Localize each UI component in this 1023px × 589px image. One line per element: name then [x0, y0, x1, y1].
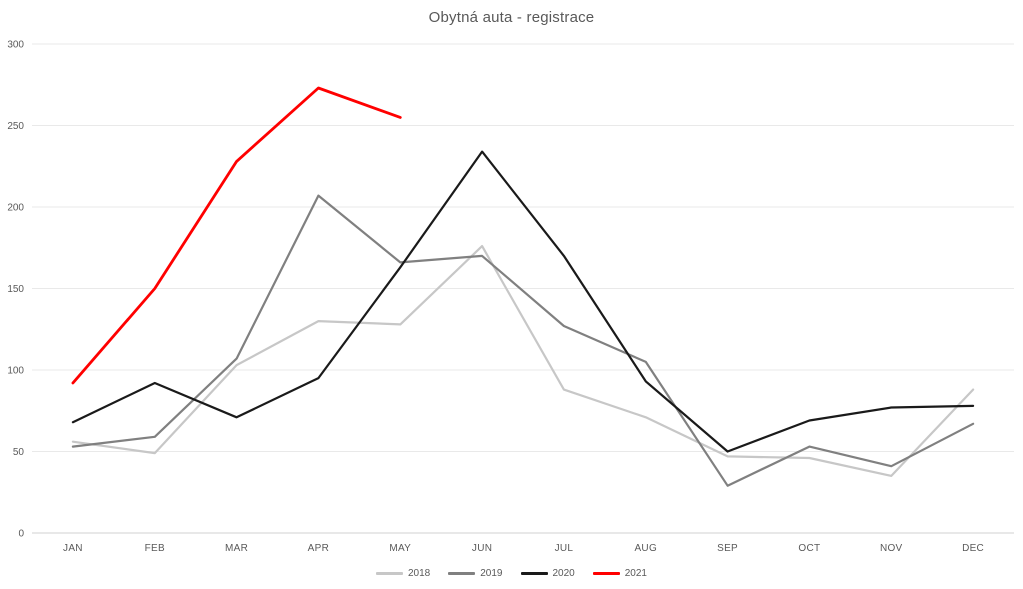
x-axis-month-label: JUL	[555, 543, 574, 554]
legend-label-2019: 2019	[480, 568, 503, 579]
legend-item-2018[interactable]: 2018	[376, 568, 430, 579]
series-line-2018[interactable]	[71, 245, 975, 477]
series-line-2019[interactable]	[71, 194, 975, 487]
x-axis-month-label: SEP	[717, 543, 738, 554]
x-axis-month-label: APR	[308, 543, 329, 554]
legend-line-swatch-2019	[448, 572, 476, 575]
legend-item-2020[interactable]: 2020	[520, 568, 575, 579]
x-axis-month-label: AUG	[634, 543, 657, 554]
x-axis-month-label: FEB	[145, 543, 165, 554]
chart-legend: 2018 2019 2020 2021	[0, 568, 1023, 579]
legend-label-2020: 2020	[552, 568, 575, 579]
x-axis-month-label: NOV	[880, 543, 903, 554]
legend-label-2021: 2021	[624, 568, 647, 579]
series-line-2020[interactable]	[71, 150, 975, 453]
legend-label-2018: 2018	[408, 568, 431, 579]
x-axis-month-label: MAR	[225, 543, 248, 554]
chart-title: Obytná auta - registrace	[428, 9, 595, 26]
legend-item-2019[interactable]: 2019	[448, 568, 503, 579]
y-axis-tick-label: 300	[7, 40, 24, 51]
x-axis-month-label: MAY	[389, 543, 411, 554]
y-axis-tick-label: 200	[7, 203, 24, 214]
y-axis-tick-label: 250	[7, 121, 24, 132]
x-axis-month-label: JUN	[472, 543, 492, 554]
x-axis-month-label: OCT	[798, 543, 820, 554]
x-axis-month-label: DEC	[962, 543, 984, 554]
legend-line-swatch-2021	[592, 572, 620, 575]
y-axis-tick-label: 0	[18, 529, 24, 540]
y-axis-tick-label: 100	[7, 366, 24, 377]
legend-line-swatch-2018	[376, 572, 403, 575]
x-axis-month-label: JAN	[63, 543, 83, 554]
y-axis-tick-label: 150	[7, 284, 24, 295]
legend-line-swatch-2020	[520, 572, 548, 575]
series-line-2021[interactable]	[71, 86, 402, 385]
legend-item-2021[interactable]: 2021	[592, 568, 647, 579]
y-axis-tick-label: 50	[13, 447, 25, 458]
